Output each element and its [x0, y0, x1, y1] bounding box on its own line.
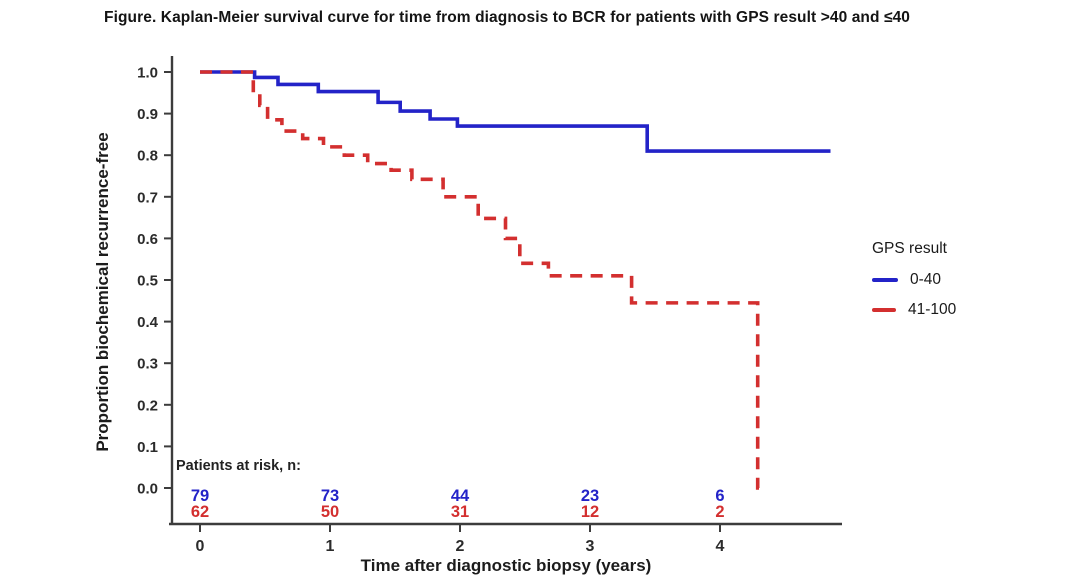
legend-label-0-40: 0-40 [910, 271, 942, 288]
y-axis-title: Proportion biochemical recurrence-free [93, 132, 112, 452]
legend-line-blue-icon [872, 278, 898, 282]
x-tick-label: 4 [716, 538, 725, 555]
y-tick-label: 0.7 [137, 189, 158, 206]
y-tick-label: 1.0 [137, 65, 158, 82]
y-tick-label: 0.4 [137, 314, 159, 331]
y-tick-label: 0.8 [137, 148, 158, 165]
x-tick-label: 0 [196, 538, 205, 555]
survival-curve-41-100 [200, 70, 760, 490]
legend-item-41-100: 41-100 [872, 301, 957, 318]
risk-count-0-40: 6 [715, 487, 724, 505]
legend-item-0-40: 0-40 [872, 271, 956, 288]
risk-count-41-100: 12 [581, 503, 599, 521]
survival-curve-0-40 [200, 70, 831, 153]
risk-count-0-40: 23 [581, 487, 599, 505]
x-tick-label: 2 [456, 538, 465, 555]
y-tick-label: 0.2 [137, 397, 158, 414]
y-tick-label: 0.9 [137, 106, 158, 123]
legend-line-red-icon [872, 308, 896, 312]
risk-count-41-100: 62 [191, 503, 209, 521]
legend-title: GPS result [872, 240, 947, 257]
x-tick-label: 1 [326, 538, 335, 555]
risk-count-41-100: 2 [715, 503, 724, 521]
y-tick-label: 0.6 [137, 231, 158, 248]
legend: GPS result 0-40 41-100 [872, 240, 956, 332]
y-tick-label: 0.1 [137, 439, 158, 456]
figure-title: Figure. Kaplan-Meier survival curve for … [104, 9, 911, 26]
y-tick-label: 0.3 [137, 356, 158, 373]
risk-table-label: Patients at risk, n: [176, 458, 301, 474]
risk-count-0-40: 44 [451, 487, 470, 505]
risk-count-0-40: 73 [321, 487, 339, 505]
risk-count-0-40: 79 [191, 487, 209, 505]
risk-count-41-100: 50 [321, 503, 339, 521]
risk-count-41-100: 31 [451, 503, 469, 521]
y-tick-label: 0.5 [137, 273, 158, 290]
x-tick-label: 3 [586, 538, 595, 555]
x-axis-title: Time after diagnostic biopsy (years) [360, 556, 652, 575]
y-tick-label: 0.0 [137, 481, 158, 498]
legend-label-41-100: 41-100 [908, 301, 957, 318]
